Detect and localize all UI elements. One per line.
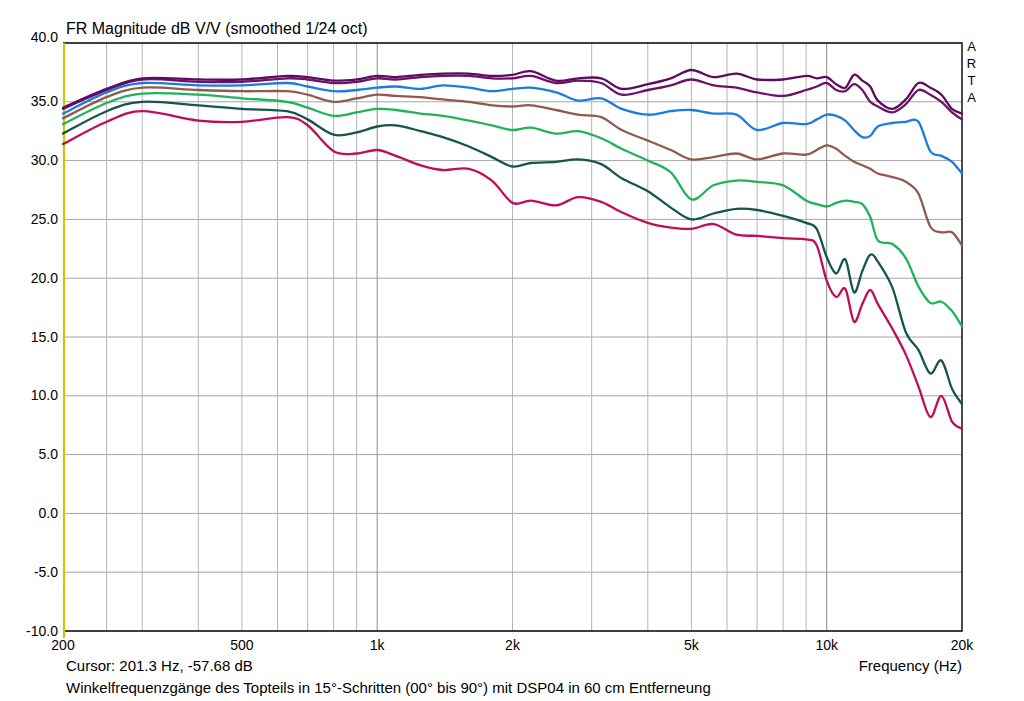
- y-tick-label: 15.0: [31, 329, 58, 345]
- x-tick-label: 500: [230, 637, 254, 653]
- y-tick-label: -10.0: [26, 623, 58, 639]
- x-tick-label: 5k: [684, 637, 700, 653]
- x-tick-label: 1k: [370, 637, 386, 653]
- y-tick-label: 5.0: [39, 446, 59, 462]
- y-tick-label: 0.0: [39, 505, 59, 521]
- y-tick-label: 35.0: [31, 93, 58, 109]
- x-tick-label: 20k: [951, 637, 975, 653]
- y-tick-label: -5.0: [34, 564, 58, 580]
- x-tick-label: 2k: [505, 637, 521, 653]
- y-tick-label: 30.0: [31, 152, 58, 168]
- arta-fr-window: FR Magnitude dB V/V (smoothed 1/24 oct) …: [0, 0, 1024, 701]
- cursor-readout: Cursor: 201.3 Hz, -57.68 dB: [66, 657, 253, 674]
- y-tick-label: 20.0: [31, 270, 58, 286]
- x-axis-title: Frequency (Hz): [859, 657, 962, 674]
- x-tick-label: 10k: [815, 637, 839, 653]
- y-tick-label: 25.0: [31, 211, 58, 227]
- measurement-caption: Winkelfrequenzgänge des Topteils in 15°-…: [66, 679, 711, 696]
- fr-magnitude-chart: 200 500 1k 2k 5k 10k 20k 40.0 35.0 30.0 25.0 20.0 15…: [0, 0, 1024, 701]
- x-tick-label: 200: [51, 637, 75, 653]
- y-tick-label: 40.0: [31, 29, 58, 45]
- y-tick-label: 10.0: [31, 387, 58, 403]
